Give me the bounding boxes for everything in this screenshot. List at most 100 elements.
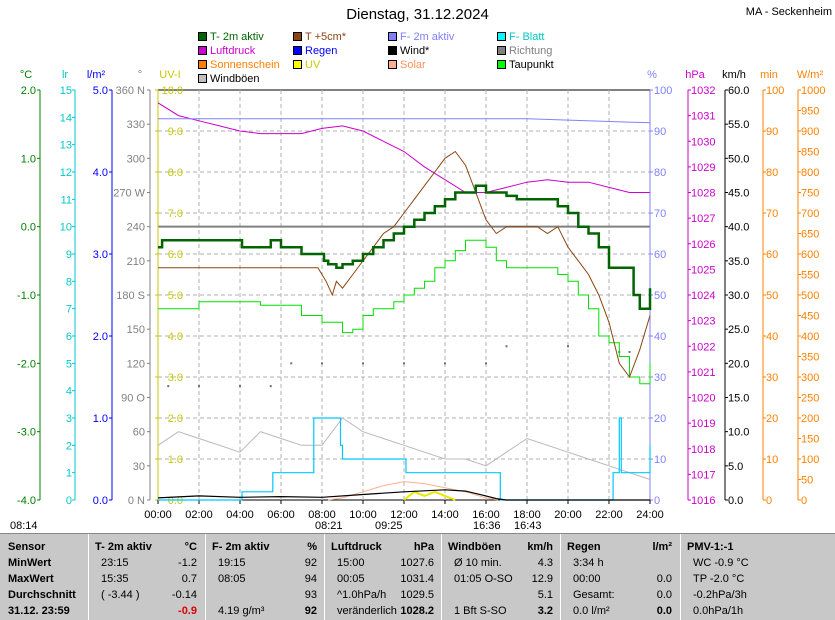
stats-cell-value: 1027.6 <box>400 557 434 569</box>
stats-cell-value: 94 <box>304 573 317 585</box>
axis-label-blatt: 5 <box>66 358 72 370</box>
stats-cell-value: 0.0 <box>656 573 672 585</box>
axis-label-wind: 45.0 <box>728 188 749 200</box>
stats-row-label: 31.12. 23:59 <box>8 605 70 617</box>
axis-label-hum: 90 <box>654 126 666 138</box>
stats-cell-value: -1.2 <box>178 557 197 569</box>
stats-cell-value: -0.14 <box>171 589 197 601</box>
series-point-richtung <box>290 362 293 365</box>
axis-label-press: 1027 <box>691 213 715 225</box>
series-point-richtung <box>567 345 569 348</box>
axis-label-uv: 7.0 <box>168 208 183 220</box>
stats-table: Sensor MinWert MaxWert Durchschnitt 31.12. 2… <box>0 533 835 620</box>
series-point-richtung <box>403 362 405 365</box>
stats-row-label: MinWert <box>8 557 52 569</box>
axis-label-press: 1031 <box>691 111 715 123</box>
axis-label-blatt: 1 <box>66 468 72 480</box>
axis-label-solar: 200 <box>801 413 819 425</box>
legend-label: T +5cm* <box>305 31 347 43</box>
axis-label-blatt: 11 <box>61 194 72 206</box>
axis-label-solar: 650 <box>801 229 819 241</box>
series-point-richtung <box>167 385 170 388</box>
axis-label-blatt: 9 <box>66 249 72 261</box>
chart-svg: °C lr l/m² ° UV-I% hPa km/h min W/m² 2.0 1.0 0.0 -1.… <box>10 69 825 532</box>
legend-label: Windböen <box>210 73 260 85</box>
axis-header-solar: W/m² <box>797 69 824 81</box>
series-point-richtung <box>269 385 272 388</box>
stats-cell-label: 0.0 l/m² <box>573 605 610 617</box>
stats-column-header: Luftdruck <box>331 541 382 553</box>
stats-cell-value: 1028.2 <box>400 605 434 617</box>
legend-item: Sonnenschein <box>198 59 280 71</box>
axis-label-hum: 0 <box>654 495 660 507</box>
axis-header-hum: % <box>647 69 657 81</box>
sunset-time-label: 16:36 <box>473 520 501 532</box>
axis-label-solar: 450 <box>801 311 819 323</box>
axis-label-press: 1020 <box>691 393 715 405</box>
axis-label-wind: 50.0 <box>728 153 749 165</box>
stats-cell-label: 23:15 <box>101 557 129 569</box>
series-point-richtung <box>198 385 200 388</box>
axis-label-blatt: 10 <box>60 222 72 234</box>
sun-last-label: 16:43 <box>514 520 542 532</box>
legend-item: Solar <box>388 59 426 71</box>
x-tick-label: 12:00 <box>390 509 418 521</box>
axis-label-dir: 90 O <box>121 393 145 405</box>
legend-swatch <box>388 32 397 41</box>
axis-label-hum: 70 <box>654 208 666 220</box>
x-tick-label: 02:00 <box>185 509 213 521</box>
axis-label-uv: 6.0 <box>168 249 183 261</box>
axis-label-dir: 270 W <box>113 188 145 200</box>
axis-label-solar: 700 <box>801 208 819 220</box>
sunrise-label: 08:21 <box>315 520 343 532</box>
axis-label-temp: -3.0 <box>17 427 36 439</box>
axis-label-wind: 20.0 <box>728 358 749 370</box>
series-line-f-blatt <box>158 417 651 501</box>
axis-label-hum: 80 <box>654 167 666 179</box>
axis-label-hum: 10 <box>654 454 666 466</box>
legend-item: Wind* <box>388 45 429 57</box>
axis-label-wind: 60.0 <box>728 85 749 97</box>
stats-cell-label: 0.0hPa/1h <box>693 605 744 617</box>
axis-label-solar: 950 <box>801 106 819 118</box>
legend-swatch <box>388 46 397 55</box>
stats-cell-value: 4.3 <box>537 557 553 569</box>
stats-cell-label: Gesamt: <box>573 589 615 601</box>
axis-label-press: 1028 <box>691 188 715 200</box>
stats-row-label: MaxWert <box>8 573 54 585</box>
stats-cell-value: 92 <box>304 557 317 569</box>
stats-column: F- 2m aktiv% 19:15 92 08:05 94 93 4.19 g/m³ 92 <box>205 534 323 620</box>
legend-label: Richtung <box>509 45 553 57</box>
legend-item: Richtung <box>497 45 552 57</box>
axis-label-press: 1025 <box>691 264 715 276</box>
legend-label: Taupunkt <box>509 59 554 71</box>
x-tick-label: 10:00 <box>349 509 377 521</box>
series-line-luftdruck <box>157 102 650 193</box>
axis-header-sun: min <box>760 69 778 81</box>
series-point-richtung <box>505 345 508 348</box>
axis-label-solar: 750 <box>801 188 819 200</box>
axis-label-sun: 30 <box>766 372 778 384</box>
series-line-t-2m-aktiv <box>158 184 652 310</box>
axis-label-uv: 9.0 <box>168 126 183 138</box>
axis-header-blatt: lr <box>62 69 68 81</box>
stats-cell-label: veränderlich <box>337 605 397 617</box>
legend-item: F- 2m aktiv <box>388 31 454 43</box>
series-point-richtung <box>321 362 323 365</box>
axis-label-solar: 0 <box>801 495 807 507</box>
x-tick-label: 20:00 <box>554 509 582 521</box>
axis-label-blatt: 6 <box>66 331 72 343</box>
stats-column-unit: l/m² <box>652 541 672 553</box>
stats-column-header: Windböen <box>448 541 502 553</box>
axis-label-temp: -1.0 <box>17 290 36 302</box>
axis-label-wind: 40.0 <box>728 222 749 234</box>
axis-label-sun: 20 <box>766 413 778 425</box>
axis-label-wind: 35.0 <box>728 256 749 268</box>
axis-header-dir: ° <box>138 69 142 81</box>
stats-cell-value: 0.0 <box>656 589 672 601</box>
axis-label-temp: -2.0 <box>17 358 36 370</box>
axis-label-dir: 30 <box>133 461 145 473</box>
axis-label-uv: 4.0 <box>168 331 183 343</box>
axis-label-dir: 180 S <box>116 290 145 302</box>
